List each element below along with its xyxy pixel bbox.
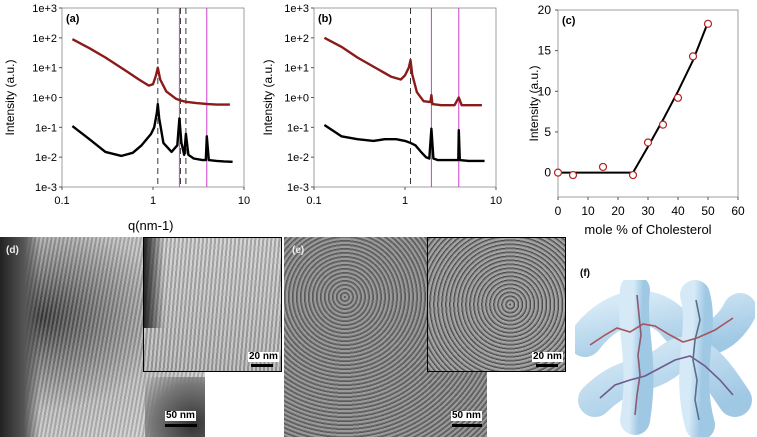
data-point — [673, 93, 683, 102]
scale-label-e: 50 nm — [451, 410, 482, 421]
x-axis-label: mole % of Cholesterol — [584, 222, 711, 237]
scale-label-inset-e: 20 nm — [532, 351, 563, 362]
data-point — [703, 19, 713, 28]
saxs-xlabel: q(nm-1) — [128, 218, 174, 233]
y-axis-label: Intensity (a.u.) — [3, 59, 17, 135]
x-tick-label: 1 — [402, 195, 408, 207]
y-tick-label: 1e+2 — [32, 33, 57, 45]
chart-c-root: 0 5 10 15 20 0 10 20 30 40 50 60 Intensity (a.u.) mol… — [527, 3, 745, 237]
x-tick-label: 10 — [581, 204, 595, 218]
y-tick-label: 1e-2 — [287, 152, 309, 164]
y-tick-label: 5 — [544, 125, 551, 139]
scale-label-inset-d: 20 nm — [248, 351, 279, 362]
panel-label: (a) — [66, 13, 80, 25]
data-point — [658, 120, 668, 129]
series-line-lower — [71, 102, 233, 163]
scale-bar-inset-e — [536, 364, 558, 367]
y-tick-label: 1e-1 — [287, 122, 309, 134]
saxs-chart-b: 1e+3 1e+2 1e+1 1e+0 1e-1 1e-2 1e-30.1 1 10 Intens… — [261, 3, 502, 207]
tem-d-dark-edge — [0, 237, 40, 437]
data-point — [598, 162, 608, 172]
tem-inset-d: 20 nm — [143, 237, 282, 372]
y-tick-label: 1e-3 — [287, 182, 309, 194]
chart-b-root: 1e+3 1e+2 1e+1 1e+0 1e-1 1e-2 1e-30.1 1 10 Intens… — [261, 3, 502, 207]
series-line-upper — [323, 36, 482, 107]
tube-network — [575, 280, 755, 437]
x-tick-label: 0.1 — [54, 195, 69, 207]
cubic-phase-schematic — [575, 280, 755, 437]
molecule-chains — [589, 294, 734, 421]
y-tick-label: 15 — [538, 44, 552, 58]
scale-bar-inset-d — [251, 364, 273, 367]
y-tick-label: 1e+0 — [284, 93, 309, 105]
cholesterol-chart-c: 0 5 10 15 20 0 10 20 30 40 50 60 Intensity (a.u.) mol… — [527, 3, 745, 237]
series-line-lower — [323, 124, 485, 163]
panel-label-d: (d) — [6, 245, 19, 256]
series-line-upper — [71, 38, 230, 106]
chart-a-root: 1e+3 1e+2 1e+1 1e+0 1e-1 1e-2 1e-30.1 1 10 Intens… — [3, 3, 250, 207]
scale-bar-d — [165, 424, 197, 427]
x-tick-label: 0 — [555, 204, 562, 218]
y-axis-label: Intensity (a.u.) — [261, 59, 275, 135]
x-tick-label: 0.1 — [306, 195, 321, 207]
y-tick-label: 1e+3 — [284, 3, 309, 15]
x-tick-label: 50 — [701, 204, 715, 218]
panel-label-e: (e) — [292, 245, 305, 256]
tem-d-dark-corner — [145, 377, 205, 437]
saxs-chart-a: 1e+3 1e+2 1e+1 1e+0 1e-1 1e-2 1e-30.1 1 10 Intens… — [3, 3, 250, 207]
y-tick-label: 10 — [538, 84, 552, 98]
data-point — [553, 168, 563, 177]
x-tick-label: 60 — [731, 204, 745, 218]
y-tick-label: 1e-3 — [35, 182, 57, 194]
y-tick-label: 1e-1 — [35, 122, 57, 134]
tem-inset-d-edge — [144, 238, 164, 328]
x-tick-label: 1 — [150, 195, 156, 207]
scale-bar-e — [452, 424, 482, 427]
y-tick-label: 1e+3 — [32, 3, 57, 15]
x-tick-label: 30 — [641, 204, 655, 218]
panel-label-f: (f) — [580, 268, 590, 279]
y-tick-label: 0 — [544, 166, 551, 180]
data-point — [688, 52, 698, 61]
panel-label: (b) — [318, 13, 332, 25]
y-axis-label: Intensity (a.u.) — [527, 65, 541, 141]
y-tick-label: 1e+1 — [32, 63, 57, 75]
y-tick-label: 1e+0 — [32, 93, 57, 105]
x-tick-label: 20 — [611, 204, 625, 218]
scale-label-d: 50 nm — [165, 410, 196, 421]
y-tick-label: 20 — [538, 3, 552, 17]
fit-line — [558, 21, 709, 174]
data-point — [643, 138, 653, 147]
y-tick-label: 1e-2 — [35, 152, 57, 164]
data-point — [628, 170, 638, 180]
tem-inset-e: 20 nm — [427, 237, 566, 372]
x-tick-label: 10 — [490, 195, 502, 207]
x-tick-label: 10 — [238, 195, 250, 207]
y-tick-label: 1e+2 — [284, 33, 309, 45]
plot-frame — [557, 9, 739, 198]
panel-label: (c) — [562, 15, 576, 27]
y-tick-label: 1e+1 — [284, 63, 309, 75]
x-tick-label: 40 — [671, 204, 685, 218]
data-point — [568, 170, 578, 180]
